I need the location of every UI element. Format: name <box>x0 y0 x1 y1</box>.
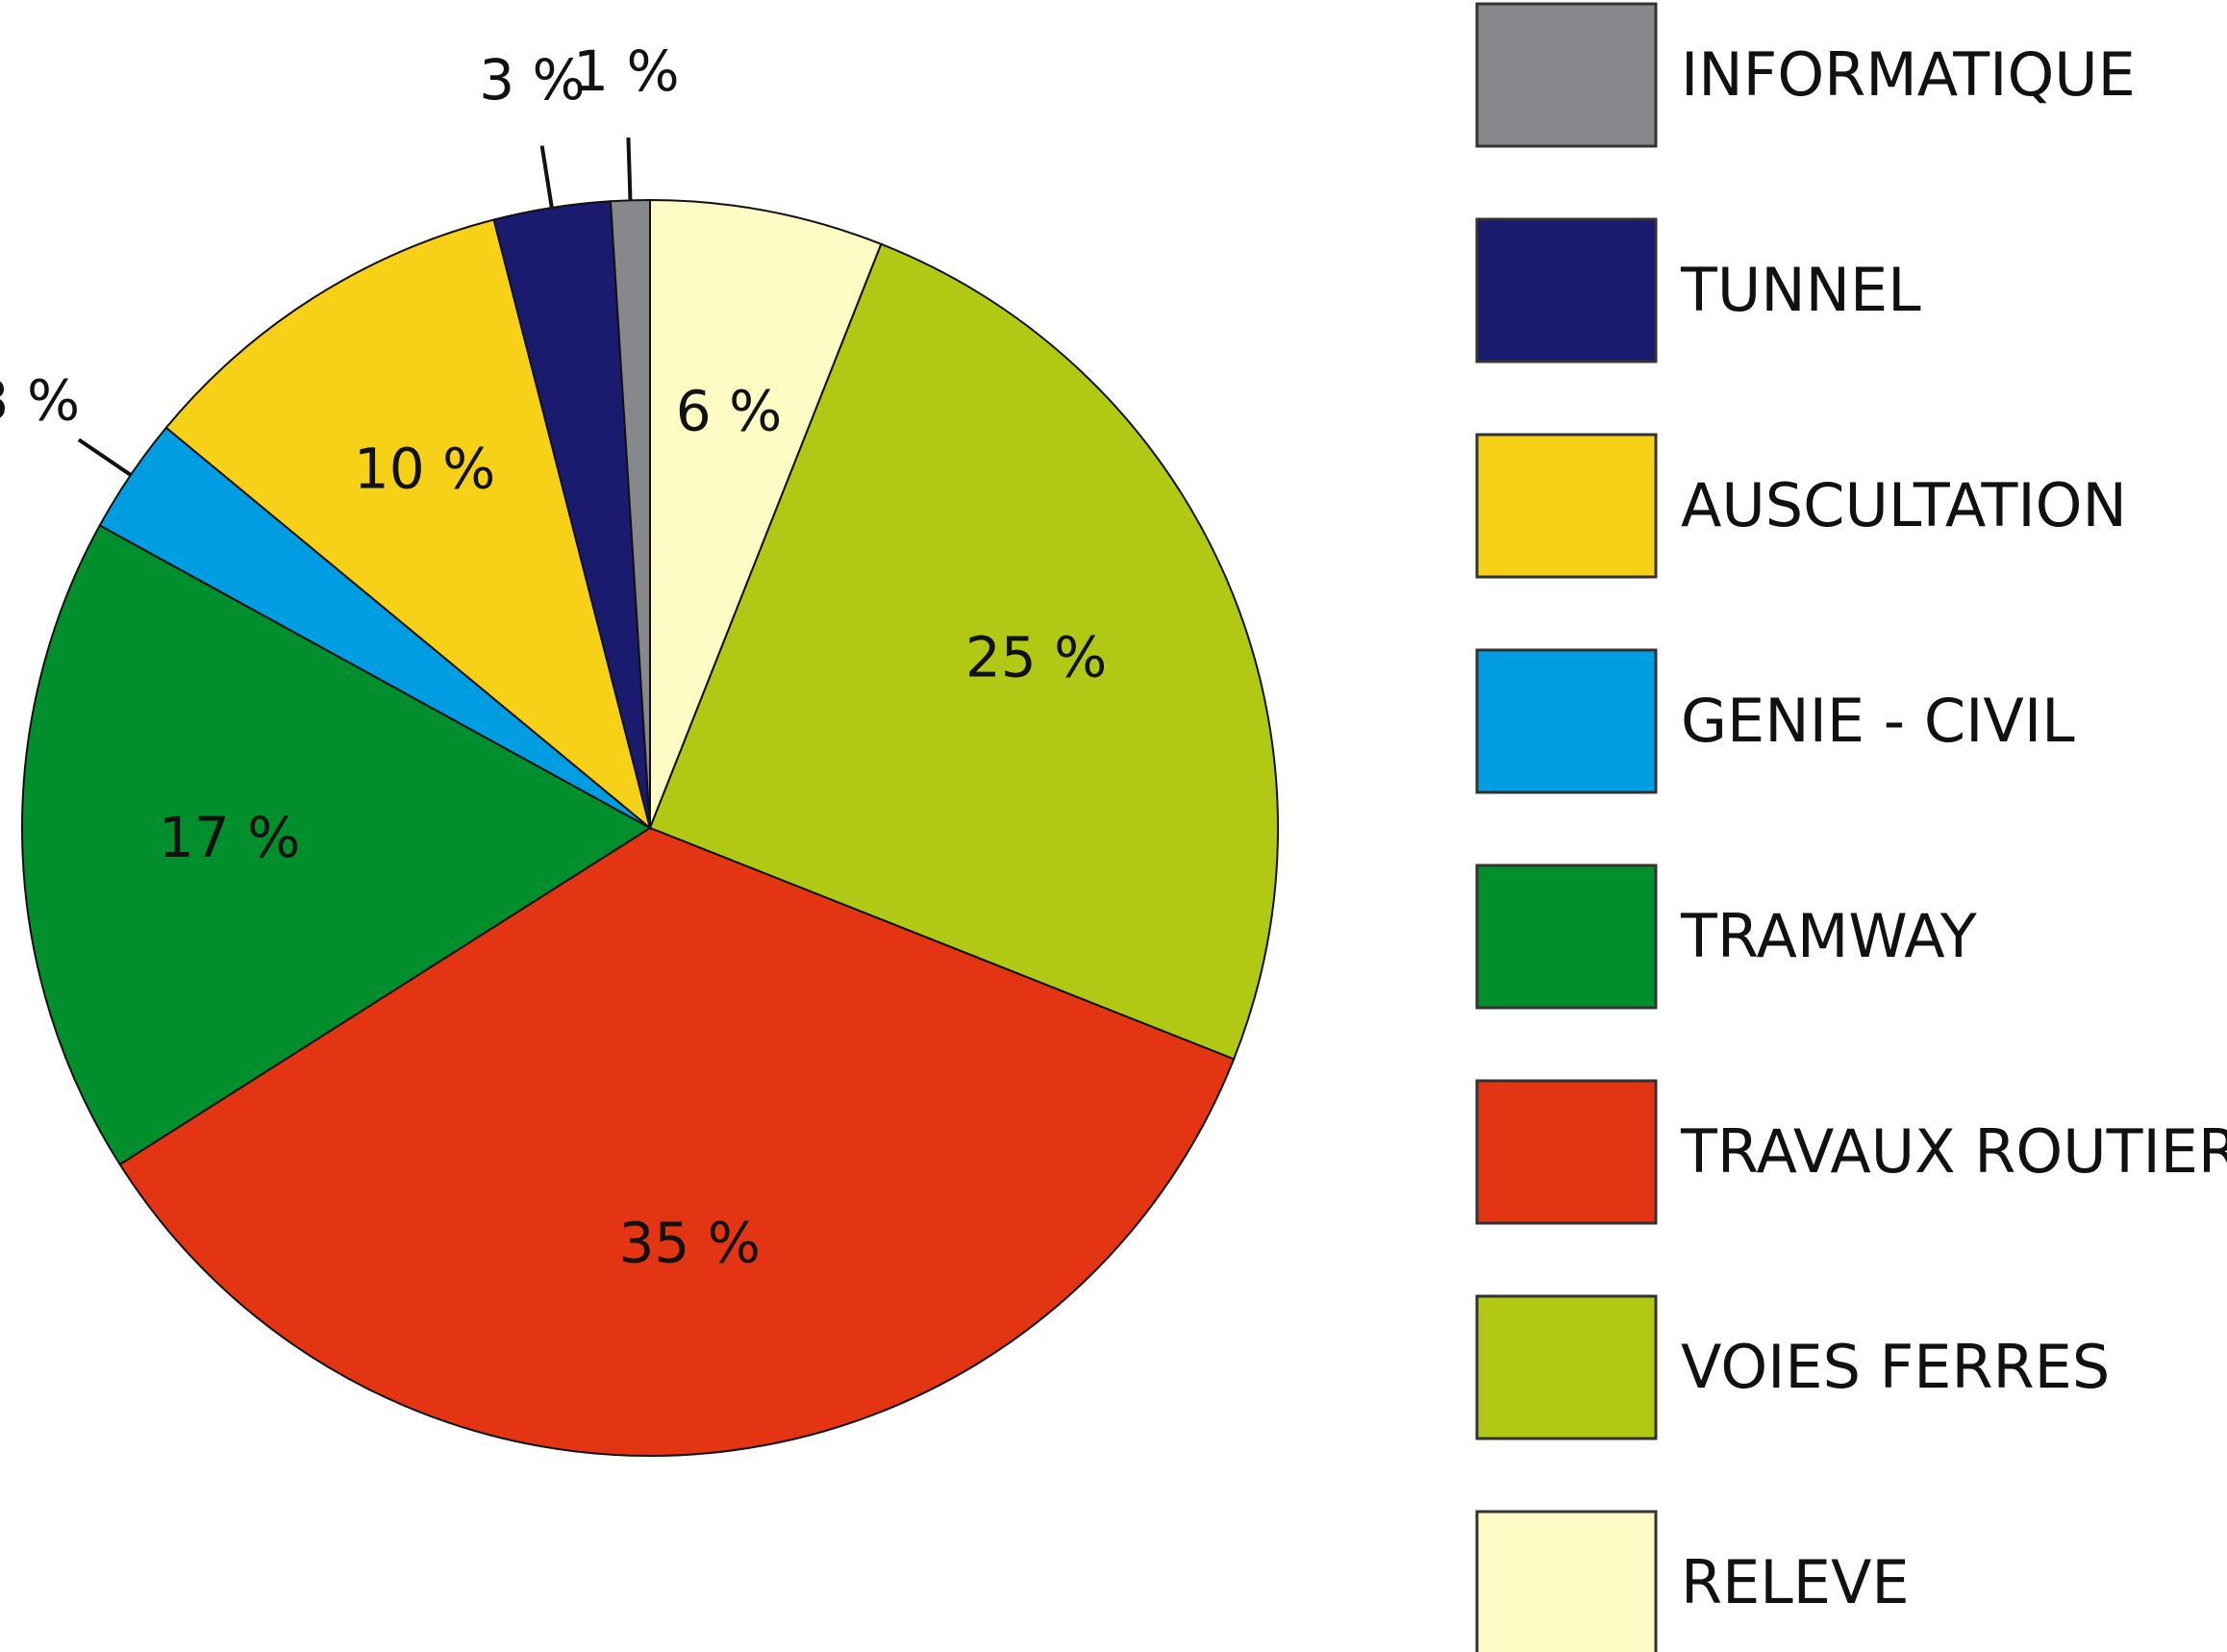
legend-label: TRAVAUX ROUTIERS <box>1680 1116 2227 1187</box>
pie-slice <box>21 524 652 1166</box>
pie-slice <box>649 198 883 829</box>
leader-line <box>539 145 554 209</box>
legend-swatch <box>1475 864 1658 1010</box>
legend-label: TUNNEL <box>1680 255 1921 325</box>
data-label: 1 % <box>573 38 679 104</box>
legend-label: VOIES FERRES <box>1681 1332 2110 1402</box>
legend-swatch <box>1475 1510 1658 1652</box>
leader-line <box>77 438 133 477</box>
data-label: 6 % <box>676 378 782 443</box>
pie-slice <box>118 826 1236 1457</box>
legend-swatch <box>1475 1079 1658 1225</box>
leader-line <box>626 137 633 201</box>
data-label: 3 % <box>0 368 80 434</box>
data-label: 10 % <box>354 437 495 502</box>
pie-slice <box>164 218 652 831</box>
pie-slice <box>648 242 1279 1061</box>
legend-label: GENIE - CIVIL <box>1681 686 2075 756</box>
legend-label: AUSCULTATION <box>1681 470 2127 540</box>
legend-swatch <box>1475 1294 1658 1440</box>
legend-label: INFORMATIQUE <box>1681 39 2136 110</box>
data-label: 25 % <box>965 624 1107 689</box>
data-label: 17 % <box>159 805 300 870</box>
legend-swatch <box>1475 2 1658 148</box>
legend-label: RELEVE <box>1681 1547 1910 1617</box>
legend-swatch <box>1475 217 1658 363</box>
legend-swatch <box>1475 648 1658 794</box>
data-label: 3 % <box>479 47 585 113</box>
data-label: 35 % <box>618 1211 760 1276</box>
pie-slice <box>609 198 651 829</box>
legend-label: TRAMWAY <box>1680 901 1977 971</box>
legend-swatch <box>1475 433 1658 579</box>
